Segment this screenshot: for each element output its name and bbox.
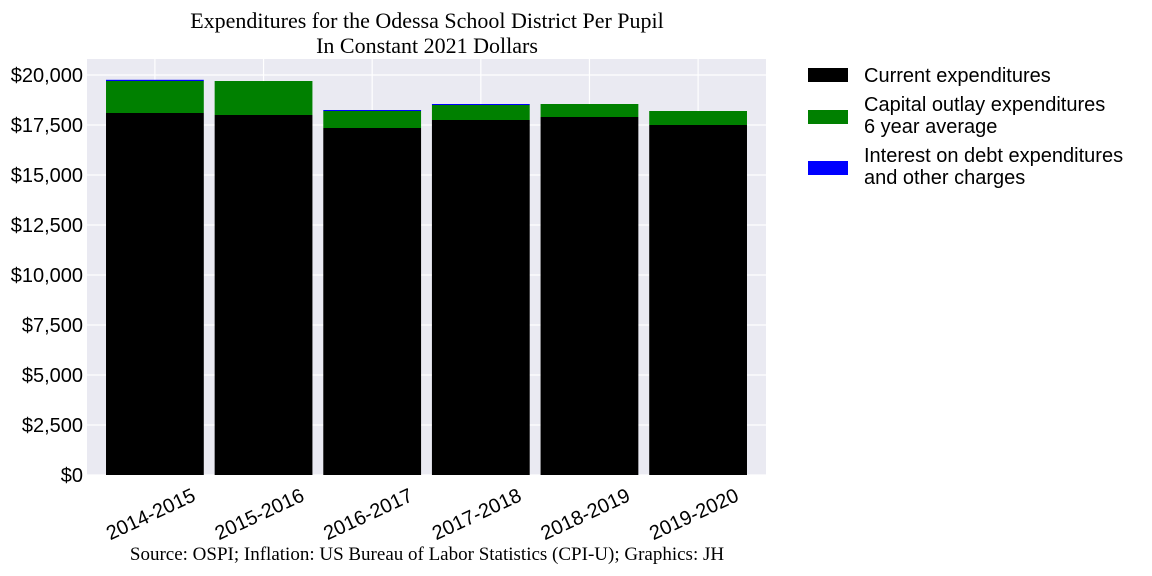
bar-segment-capital-outlay — [540, 104, 639, 117]
x-tick-label: 2017-2018 — [429, 485, 525, 545]
x-tick-label: 2018-2019 — [538, 485, 634, 545]
x-axis: 2014-2015 2015-2016 2016-2017 2017-2018 2018… — [103, 485, 742, 545]
x-tick-label: 2016-2017 — [320, 485, 416, 545]
x-tick-label: 2019-2020 — [646, 485, 742, 545]
bar-segment-capital-outlay — [323, 111, 422, 128]
legend-swatch — [808, 110, 848, 124]
bar-segment-capital-outlay — [431, 105, 530, 120]
y-tick-label: $17,500 — [11, 115, 83, 137]
bar-segment-current — [214, 115, 313, 475]
legend-swatch — [808, 68, 848, 82]
legend-label: Interest on debt expenditures and other c… — [864, 145, 1123, 189]
y-tick-label: $0 — [61, 465, 83, 487]
y-tick-label: $7,500 — [22, 315, 83, 337]
y-tick-label: $10,000 — [11, 265, 83, 287]
bar-segment-interest — [323, 110, 422, 111]
bar-segment-capital-outlay — [649, 111, 747, 125]
legend-swatch — [808, 161, 848, 175]
chart-title: Expenditures for the Odessa School Distr… — [190, 8, 664, 33]
legend: Current expenditures Capital outlay expen… — [808, 65, 1123, 189]
y-tick-label: $20,000 — [11, 65, 83, 87]
legend-label: Capital outlay expenditures 6 year averag… — [864, 94, 1105, 138]
bar-segment-capital-outlay — [106, 81, 204, 113]
y-axis: $0 $2,500 $5,000 $7,500 $10,000 $12,500 $15,00… — [11, 65, 83, 487]
y-tick-label: $2,500 — [22, 415, 83, 437]
y-tick-label: $5,000 — [22, 365, 83, 387]
x-tick-label: 2015-2016 — [212, 485, 308, 545]
bar-segment-interest — [106, 79, 204, 81]
bar-segment-current — [323, 128, 422, 475]
bar-segment-current — [540, 117, 639, 475]
x-tick-label: 2014-2015 — [103, 485, 199, 545]
bar-segment-interest — [431, 104, 530, 105]
bars — [106, 79, 747, 475]
y-tick-label: $15,000 — [11, 165, 83, 187]
legend-label: Current expenditures — [864, 65, 1051, 87]
source-note: Source: OSPI; Inflation: US Bureau of La… — [130, 544, 724, 565]
chart-subtitle: In Constant 2021 Dollars — [316, 33, 538, 58]
bar-segment-current — [431, 120, 530, 475]
bar-segment-current — [106, 113, 204, 475]
bar-segment-capital-outlay — [214, 81, 313, 115]
bar-segment-current — [649, 125, 747, 475]
y-tick-label: $12,500 — [11, 215, 83, 237]
